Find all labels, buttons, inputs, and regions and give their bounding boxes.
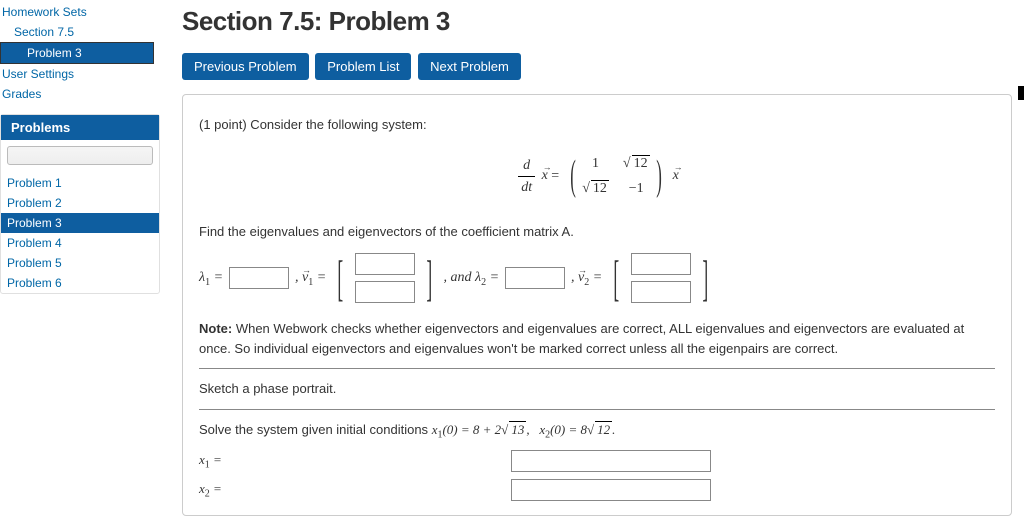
nav-homework-sets[interactable]: Homework Sets bbox=[0, 2, 160, 22]
nav-section[interactable]: Section 7.5 bbox=[0, 22, 160, 42]
problems-list-item[interactable]: Problem 2 bbox=[1, 193, 159, 213]
lambda2-input[interactable] bbox=[505, 267, 565, 289]
sidebar: Homework Sets Section 7.5 Problem 3 User… bbox=[0, 0, 160, 528]
frac-den: dt bbox=[518, 177, 535, 198]
problem-nav-buttons: Previous Problem Problem List Next Probl… bbox=[182, 53, 1012, 80]
note-label: Note: bbox=[199, 321, 232, 336]
problems-list-item[interactable]: Problem 1 bbox=[1, 173, 159, 193]
problem-jump-input-wrap bbox=[7, 146, 153, 165]
problem-list-button[interactable]: Problem List bbox=[315, 53, 411, 80]
nav-problem-current[interactable]: Problem 3 bbox=[0, 42, 154, 64]
x2-label: x2 = bbox=[199, 479, 505, 502]
problems-list-item[interactable]: Problem 5 bbox=[1, 253, 159, 273]
solve-text: Solve the system given initial condition… bbox=[199, 420, 995, 443]
problems-list-item-current[interactable]: Problem 3 bbox=[1, 213, 159, 233]
next-problem-button[interactable]: Next Problem bbox=[418, 53, 521, 80]
problems-heading: Problems bbox=[1, 115, 159, 140]
v2-row1-input[interactable] bbox=[631, 253, 691, 275]
problems-list: Problem 1 Problem 2 Problem 3 Problem 4 … bbox=[1, 173, 159, 293]
nav-user-settings[interactable]: User Settings bbox=[0, 64, 160, 84]
problems-panel: Problems Problem 1 Problem 2 Problem 3 P… bbox=[0, 114, 160, 294]
x2-input[interactable] bbox=[511, 479, 711, 501]
lambda1-input[interactable] bbox=[229, 267, 289, 289]
v1-label: , v→1 = bbox=[295, 267, 326, 290]
solution-inputs: x1 = x2 = bbox=[199, 450, 995, 501]
system-equation: ddt x = ( 1√12 √12−1 ) x bbox=[199, 145, 995, 208]
problems-list-item[interactable]: Problem 4 bbox=[1, 233, 159, 253]
v2-row2-input[interactable] bbox=[631, 281, 691, 303]
main-content: Section 7.5: Problem 3 Previous Problem … bbox=[160, 0, 1024, 528]
problem-jump-input[interactable] bbox=[7, 146, 153, 165]
v1-row2-input[interactable] bbox=[355, 281, 415, 303]
x1-label: x1 = bbox=[199, 450, 505, 473]
sketch-text: Sketch a phase portrait. bbox=[199, 379, 995, 399]
solve-prefix: Solve the system given initial condition… bbox=[199, 422, 432, 437]
eigen-inputs: λ1 = , v→1 = [ ] , and λ2 = , v→2 = [ ] bbox=[199, 253, 995, 303]
x1-input[interactable] bbox=[511, 450, 711, 472]
divider bbox=[199, 409, 995, 410]
nav-grades[interactable]: Grades bbox=[0, 84, 160, 104]
problems-list-item[interactable]: Problem 6 bbox=[1, 273, 159, 293]
previous-problem-button[interactable]: Previous Problem bbox=[182, 53, 309, 80]
page-title: Section 7.5: Problem 3 bbox=[182, 6, 1012, 37]
lambda1-label: λ1 = bbox=[199, 267, 223, 290]
panel-collapse-tab[interactable] bbox=[1018, 86, 1024, 100]
problem-body: (1 point) Consider the following system:… bbox=[182, 94, 1012, 516]
v2-label: , v→2 = bbox=[571, 267, 602, 290]
and-label: , and λ2 = bbox=[444, 267, 500, 290]
frac-num: d bbox=[518, 155, 535, 177]
divider bbox=[199, 368, 995, 369]
v1-row1-input[interactable] bbox=[355, 253, 415, 275]
note-text: Note: When Webwork checks whether eigenv… bbox=[199, 319, 995, 358]
find-text: Find the eigenvalues and eigenvectors of… bbox=[199, 222, 995, 242]
note-body: When Webwork checks whether eigenvectors… bbox=[199, 321, 964, 356]
problem-intro: (1 point) Consider the following system: bbox=[199, 115, 995, 135]
